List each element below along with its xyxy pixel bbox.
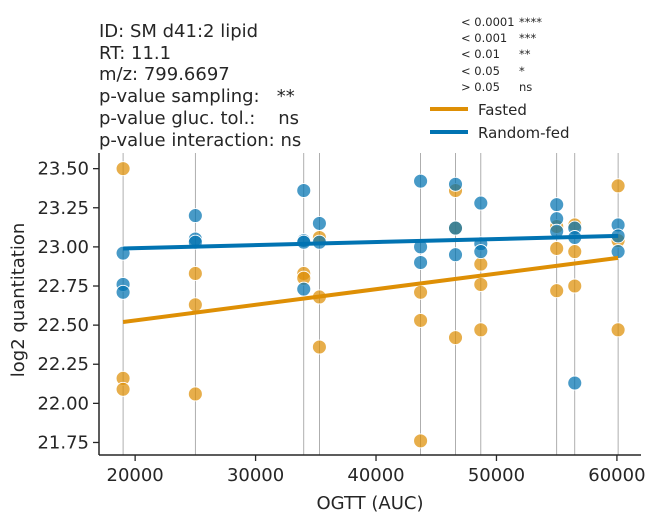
x-tick-label: 30000 — [227, 465, 284, 486]
data-point — [115, 381, 131, 397]
sig-symbol: * — [519, 64, 525, 78]
x-tick-label: 20000 — [107, 465, 164, 486]
data-point — [187, 266, 203, 281]
sig-symbol: ns — [519, 80, 532, 94]
sig-threshold: < 0.01 — [461, 47, 500, 61]
header-p-gluc-tol: p-value gluc. tol.: ns — [99, 108, 299, 129]
data-point — [549, 197, 565, 213]
y-tick-label: 23.00 — [37, 237, 89, 258]
x-tick-label: 50000 — [468, 465, 525, 486]
header-p-sampling: p-value sampling: ** — [99, 86, 295, 107]
data-point — [610, 322, 626, 338]
y-tick-label: 22.25 — [37, 354, 89, 375]
x-axis-ticks: 20000 30000 40000 50000 60000 — [107, 455, 646, 486]
x-tick-label: 40000 — [347, 465, 404, 486]
data-point — [448, 176, 463, 192]
data-point — [187, 208, 203, 224]
sig-threshold: < 0.0001 — [461, 15, 515, 29]
data-point — [115, 284, 131, 300]
y-tick-label: 22.75 — [37, 276, 89, 297]
x-tick-label: 60000 — [588, 465, 645, 486]
data-point — [567, 244, 583, 260]
sig-symbol: **** — [519, 15, 542, 29]
data-point — [473, 256, 489, 272]
data-point — [549, 283, 565, 299]
data-point — [187, 386, 203, 402]
legend: Fasted Random-fed — [430, 101, 570, 142]
data-point — [413, 312, 429, 328]
data-point — [311, 339, 327, 355]
data-point — [413, 255, 429, 270]
data-points — [115, 161, 626, 449]
y-tick-label: 22.50 — [37, 315, 89, 336]
header-mz: m/z: 799.6697 — [99, 64, 230, 85]
data-point — [567, 278, 583, 294]
data-point — [473, 276, 489, 292]
data-point — [413, 284, 429, 300]
data-point — [296, 183, 312, 199]
data-point — [413, 433, 429, 449]
sig-threshold: > 0.05 — [461, 80, 500, 94]
data-point — [448, 247, 463, 263]
data-point — [567, 375, 583, 391]
data-point — [115, 161, 131, 177]
header-id: ID: SM d41:2 lipid — [99, 21, 258, 42]
y-axis-ticks: 21.75 22.00 22.25 22.50 22.75 23.00 23.25 23.50 — [37, 159, 99, 453]
legend-label-random-fed: Random-fed — [478, 124, 570, 142]
regression-lines — [122, 233, 619, 324]
x-axis-title: OGTT (AUC) — [317, 493, 424, 514]
data-point — [311, 215, 327, 231]
data-point — [187, 297, 203, 313]
sig-threshold: < 0.05 — [461, 64, 500, 78]
y-tick-label: 23.50 — [37, 159, 89, 180]
data-point — [473, 244, 489, 260]
y-tick-label: 21.75 — [37, 432, 89, 453]
sig-threshold: < 0.001 — [461, 31, 507, 45]
y-tick-label: 23.25 — [37, 198, 89, 219]
data-point — [296, 281, 312, 297]
regression-line — [122, 255, 619, 324]
y-tick-label: 22.00 — [37, 393, 89, 414]
data-point — [413, 173, 429, 189]
data-point — [610, 178, 626, 194]
data-point — [473, 195, 489, 211]
sig-symbol: *** — [519, 31, 537, 45]
y-axis-title: log2 quantitation — [8, 223, 29, 378]
data-point — [549, 211, 565, 227]
data-point — [549, 241, 565, 256]
header-p-interaction: p-value interaction: ns — [99, 130, 301, 151]
legend-label-fasted: Fasted — [478, 101, 527, 119]
sig-symbol: ** — [519, 47, 531, 61]
data-point — [448, 220, 463, 236]
axes — [98, 153, 641, 456]
data-point — [448, 330, 463, 346]
significance-key: < 0.0001 **** < 0.001 *** < 0.01 ** < 0.… — [461, 15, 542, 94]
header-rt: RT: 11.1 — [99, 43, 171, 64]
chart-header: ID: SM d41:2 lipid RT: 11.1 m/z: 799.669… — [99, 21, 301, 151]
data-point — [473, 322, 489, 338]
regression-line — [123, 233, 619, 251]
